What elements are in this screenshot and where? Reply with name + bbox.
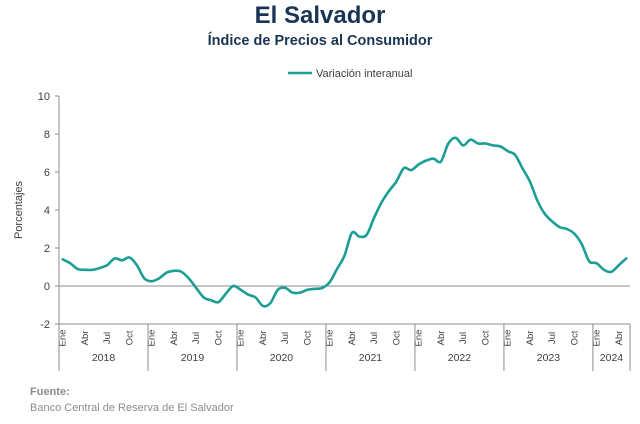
- x-month-label: Jul: [458, 332, 469, 344]
- y-tick-label: 2: [44, 243, 50, 255]
- x-month-label: Abr: [436, 331, 447, 346]
- y-tick-label: 10: [38, 91, 50, 103]
- x-month-label: Abr: [258, 331, 269, 346]
- x-month-label: Oct: [391, 330, 402, 345]
- x-month-label: Abr: [347, 331, 358, 346]
- x-month-label: Jul: [191, 332, 202, 344]
- x-month-label: Ene: [236, 330, 247, 347]
- chart-subtitle: Índice de Precios al Consumidor: [207, 33, 433, 49]
- x-year-label: 2024: [600, 352, 624, 364]
- x-year-label: 2022: [448, 352, 472, 364]
- x-month-label: Oct: [569, 330, 580, 345]
- x-month-label: Jul: [102, 332, 113, 344]
- x-month-label: Abr: [525, 331, 536, 346]
- x-year-label: 2023: [537, 352, 561, 364]
- y-tick-label: 8: [44, 129, 50, 141]
- x-month-label: Ene: [414, 330, 425, 347]
- x-month-label: Jul: [369, 332, 380, 344]
- x-month-label: Abr: [80, 331, 91, 346]
- x-year-label: 2020: [270, 352, 294, 364]
- x-year-label: 2019: [181, 352, 205, 364]
- y-tick-label: -2: [40, 319, 50, 331]
- x-month-label: Ene: [58, 330, 69, 347]
- x-month-label: Ene: [325, 330, 336, 347]
- x-month-label: Ene: [592, 330, 603, 347]
- x-month-label: Jul: [547, 332, 558, 344]
- x-month-label: Ene: [503, 330, 514, 347]
- y-tick-label: 0: [44, 281, 50, 293]
- legend-label: Variación interanual: [316, 68, 412, 80]
- y-axis-title: Porcentajes: [13, 180, 25, 239]
- line-chart: -2 0 2 4 6 8 10 Porcentajes Ene Abr Jul Oct Ene Abr Ju…: [13, 68, 631, 371]
- x-month-label: Ene: [147, 330, 158, 347]
- x-month-label: Jul: [280, 332, 291, 344]
- source-text: Banco Central de Reserva de El Salvador: [30, 402, 234, 414]
- series-line-variacion-interanual: [61, 136, 628, 308]
- x-month-label: Oct: [124, 330, 135, 345]
- x-month-label: Oct: [302, 330, 313, 345]
- x-month-label: Abr: [169, 331, 180, 346]
- x-month-label: Oct: [213, 330, 224, 345]
- x-month-label: Abr: [614, 331, 625, 346]
- x-year-label: 2021: [359, 352, 383, 364]
- x-year-label: 2018: [92, 352, 116, 364]
- y-tick-label: 4: [44, 205, 50, 217]
- x-month-label: Oct: [480, 330, 491, 345]
- y-tick-label: 6: [44, 167, 50, 179]
- chart-title: El Salvador: [254, 2, 386, 29]
- source-label: Fuente:: [30, 386, 70, 398]
